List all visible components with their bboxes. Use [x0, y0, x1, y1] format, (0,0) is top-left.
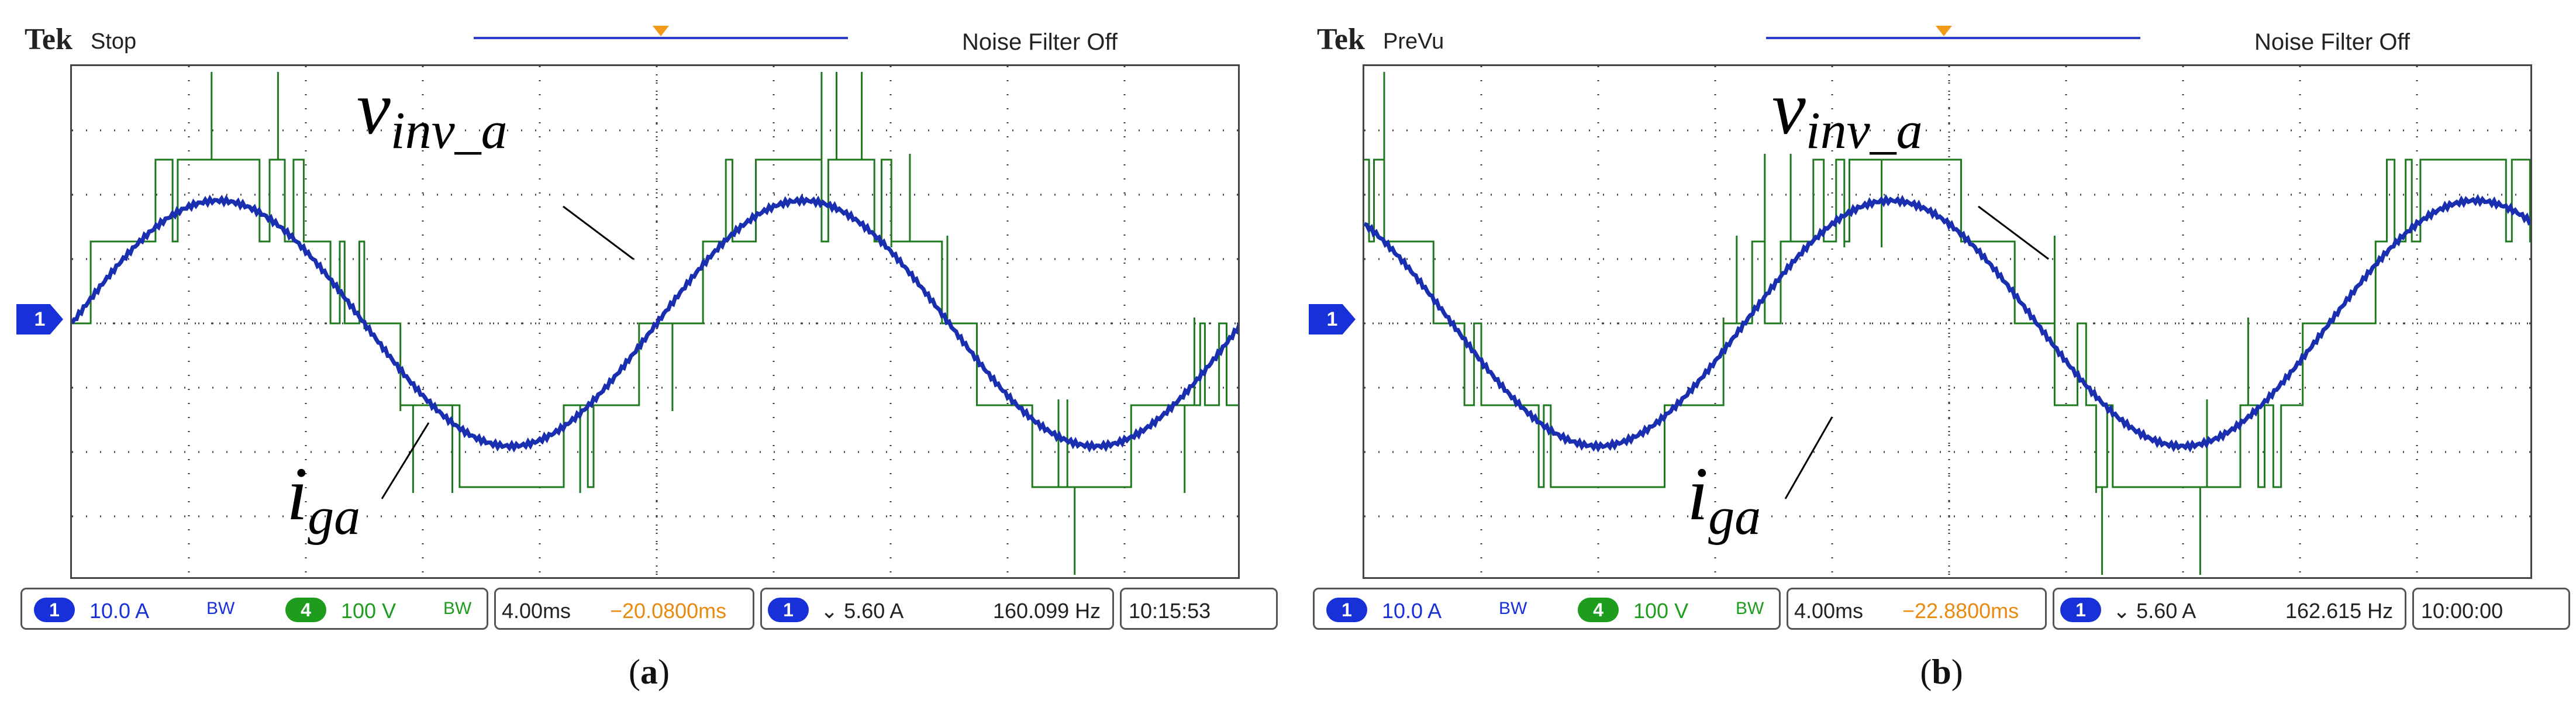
- status-bar: 1 10.0 A BW 4 100 V BW 4.00ms −22.8800ms…: [1313, 588, 2573, 633]
- annotation-leader-line: [1978, 205, 2049, 260]
- annotation-leader-line: [381, 422, 430, 499]
- ch4-scale: 100 V: [1633, 599, 1689, 623]
- clock-box: 10:00:00: [2412, 588, 2570, 630]
- ch4-badge[interactable]: 4: [285, 598, 326, 622]
- acquisition-mode: Stop: [91, 29, 137, 54]
- current-label: iga: [287, 452, 361, 546]
- graticule: [72, 66, 1238, 577]
- horizontal-position: −22.8800ms: [1902, 599, 2019, 623]
- clock-time: 10:15:53: [1129, 599, 1211, 623]
- status-bar: 1 10.0 A BW 4 100 V BW 4.00ms −20.0800ms…: [20, 588, 1281, 633]
- waveform-display[interactable]: [70, 64, 1240, 579]
- trigger-frequency: 160.099 Hz: [993, 599, 1101, 623]
- voltage-label: vinv_a: [357, 66, 508, 160]
- trigger-source-badge[interactable]: 1: [2060, 598, 2101, 622]
- bw1-icon: BW: [206, 599, 235, 618]
- trigger-level: ⌄ 5.60 A: [820, 599, 904, 623]
- ch1-badge[interactable]: 1: [1326, 598, 1367, 622]
- clock-time: 10:00:00: [2421, 599, 2503, 623]
- annotation-leader-line: [563, 205, 634, 260]
- ch1-badge[interactable]: 1: [34, 598, 75, 622]
- ch1-scale: 10.0 A: [89, 599, 150, 623]
- horizontal-position: −20.0800ms: [610, 599, 727, 623]
- trigger-level: ⌄ 5.60 A: [2113, 599, 2196, 623]
- figure-caption: (a): [629, 653, 670, 691]
- trigger-position-icon[interactable]: [653, 26, 669, 36]
- waveform-svg: [1364, 66, 2530, 577]
- ch1-scale: 10.0 A: [1382, 599, 1442, 623]
- channel-1-ground-marker[interactable]: 1: [1309, 304, 1356, 334]
- voltage-trace: [1364, 72, 2530, 575]
- trigger-source-badge[interactable]: 1: [768, 598, 809, 622]
- waveform-svg: [72, 66, 1238, 577]
- voltage-trace: [72, 72, 1238, 575]
- timebase: 4.00ms: [502, 599, 571, 623]
- noise-filter-status: Noise Filter Off: [962, 29, 1118, 55]
- bw4-icon: BW: [443, 599, 472, 618]
- timebase: 4.00ms: [1794, 599, 1864, 623]
- scope-header: Tek PreVu Noise Filter Off: [1304, 18, 2576, 64]
- timebase-box[interactable]: 4.00ms −20.0800ms: [494, 588, 754, 630]
- scope-panel-a: Tek Stop Noise Filter Off 1 vinv_a iga 1…: [12, 0, 1287, 721]
- voltage-label: vinv_a: [1772, 66, 1923, 160]
- record-position-bar[interactable]: [1766, 37, 2140, 39]
- current-trace: [1364, 194, 2530, 453]
- current-trace: [72, 194, 1238, 453]
- ch4-scale: 100 V: [341, 599, 396, 623]
- trigger-frequency: 162.615 Hz: [2285, 599, 2394, 623]
- channel-settings-box[interactable]: 1 10.0 A BW 4 100 V BW: [1313, 588, 1781, 630]
- scope-panel-b: Tek PreVu Noise Filter Off 1 vinv_a iga …: [1304, 0, 2576, 721]
- scope-header: Tek Stop Noise Filter Off: [12, 18, 1287, 64]
- figure-caption: (b): [1920, 653, 1963, 691]
- trigger-box[interactable]: 1 ⌄ 5.60 A 160.099 Hz: [760, 588, 1114, 630]
- trigger-position-icon[interactable]: [1936, 26, 1952, 36]
- trigger-box[interactable]: 1 ⌄ 5.60 A 162.615 Hz: [2053, 588, 2406, 630]
- current-label: iga: [1687, 452, 1761, 546]
- annotation-leader-line: [1784, 416, 1833, 499]
- bw4-icon: BW: [1736, 599, 1764, 618]
- noise-filter-status: Noise Filter Off: [2254, 29, 2410, 55]
- clock-box: 10:15:53: [1120, 588, 1278, 630]
- acquisition-mode: PreVu: [1383, 29, 1444, 54]
- channel-settings-box[interactable]: 1 10.0 A BW 4 100 V BW: [20, 588, 488, 630]
- brand-logo: Tek: [1317, 23, 1365, 56]
- brand-logo: Tek: [25, 23, 73, 56]
- record-position-bar[interactable]: [474, 37, 848, 39]
- waveform-display[interactable]: [1363, 64, 2532, 579]
- bw1-icon: BW: [1499, 599, 1527, 618]
- timebase-box[interactable]: 4.00ms −22.8800ms: [1787, 588, 2047, 630]
- ch4-badge[interactable]: 4: [1578, 598, 1619, 622]
- channel-1-ground-marker[interactable]: 1: [16, 304, 63, 334]
